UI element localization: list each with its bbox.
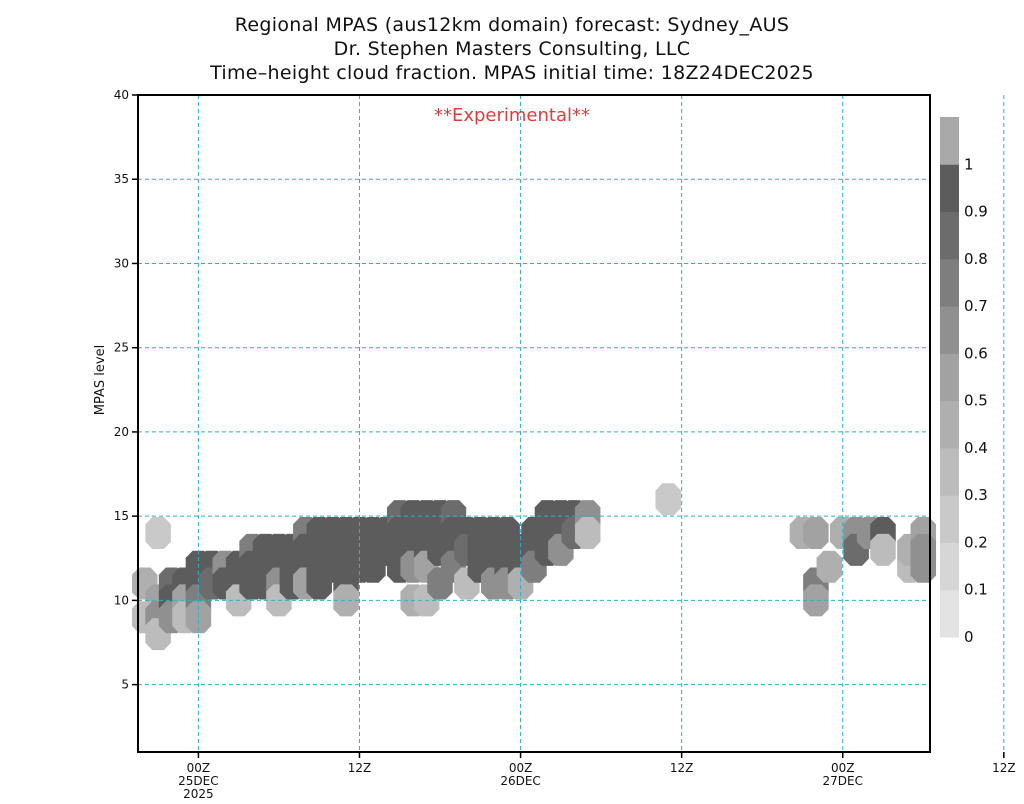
colorbar-label: 0.3: [964, 486, 988, 504]
colorbar-label: 0.4: [964, 439, 988, 457]
colorbar-swatch: [940, 400, 959, 449]
colorbar: 0 0.1 0.2 0.3 0.4 0.5 0.6 0.7 0.8 0.9 1: [940, 117, 988, 646]
colorbar-label: 0.8: [964, 250, 988, 268]
colorbar-label: 0.6: [964, 344, 988, 362]
cloud-cell: [655, 483, 681, 516]
cloud-cell: [574, 516, 601, 550]
colorbar-swatch: [940, 164, 959, 213]
y-axis: 5 10 15 20 25 30 35 40: [114, 88, 138, 692]
colorbar-swatch: [940, 353, 959, 402]
colorbar-label: 0.7: [964, 297, 988, 315]
chart-title-line-1: Regional MPAS (aus12km domain) forecast:…: [235, 14, 789, 36]
colorbar-swatch: [940, 542, 959, 591]
chart-title-block: Regional MPAS (aus12km domain) forecast:…: [209, 14, 814, 84]
colorbar-swatch: [940, 495, 959, 543]
x-tick-label: 00Z: [831, 761, 855, 775]
cloud-cell: [803, 516, 829, 550]
colorbar-swatch: [940, 117, 959, 165]
x-tick-label: 26DEC: [500, 774, 540, 788]
colorbar-label: 0: [964, 628, 974, 646]
cloud-cell: [910, 550, 937, 583]
x-tick-label: 27DEC: [823, 774, 863, 788]
colorbar-swatch: [940, 211, 959, 260]
colorbar-label: 0.1: [964, 581, 988, 599]
colorbar-swatch: [940, 258, 959, 307]
colorbar-swatch: [940, 589, 959, 638]
colorbar-label: 0.9: [964, 203, 988, 221]
y-tick-label: 40: [114, 88, 129, 102]
x-tick-label: 25DEC: [178, 774, 218, 788]
y-tick-label: 25: [114, 341, 129, 355]
experimental-annotation: **Experimental**: [434, 105, 590, 126]
cloud-cell: [333, 584, 359, 617]
colorbar-label: 1: [964, 155, 974, 173]
colorbar-swatch: [940, 306, 959, 354]
cloud-cell: [870, 533, 896, 566]
chart-title-line-2: Dr. Stephen Masters Consulting, LLC: [334, 38, 691, 60]
chart-title-line-3: Time–height cloud fraction. MPAS initial…: [209, 62, 814, 84]
grid-lines: [138, 95, 1005, 752]
cloud-cell: [803, 584, 829, 617]
colorbar-label: 0.2: [964, 533, 988, 551]
cloud-cell: [145, 516, 171, 550]
x-tick-label: 2025: [183, 787, 214, 800]
y-tick-label: 20: [114, 425, 129, 439]
x-tick-label: 12Z: [348, 761, 372, 775]
y-tick-label: 35: [114, 172, 129, 186]
plot-frame: [137, 94, 931, 753]
y-tick-label: 10: [114, 593, 129, 607]
y-tick-label: 5: [121, 678, 129, 692]
cloud-cell: [185, 601, 212, 634]
cloud-fraction-field: [131, 483, 937, 651]
x-tick-label: 12Z: [670, 761, 694, 775]
x-tick-label: 00Z: [187, 761, 211, 775]
x-tick-label: 12Z: [992, 761, 1016, 775]
x-tick-label: 00Z: [509, 761, 533, 775]
cloud-cell: [816, 550, 843, 583]
y-tick-label: 30: [114, 256, 129, 270]
y-axis-title: MPAS level: [93, 345, 108, 415]
y-tick-label: 15: [114, 509, 129, 523]
colorbar-swatch: [940, 447, 959, 496]
colorbar-label: 0.5: [964, 392, 988, 410]
